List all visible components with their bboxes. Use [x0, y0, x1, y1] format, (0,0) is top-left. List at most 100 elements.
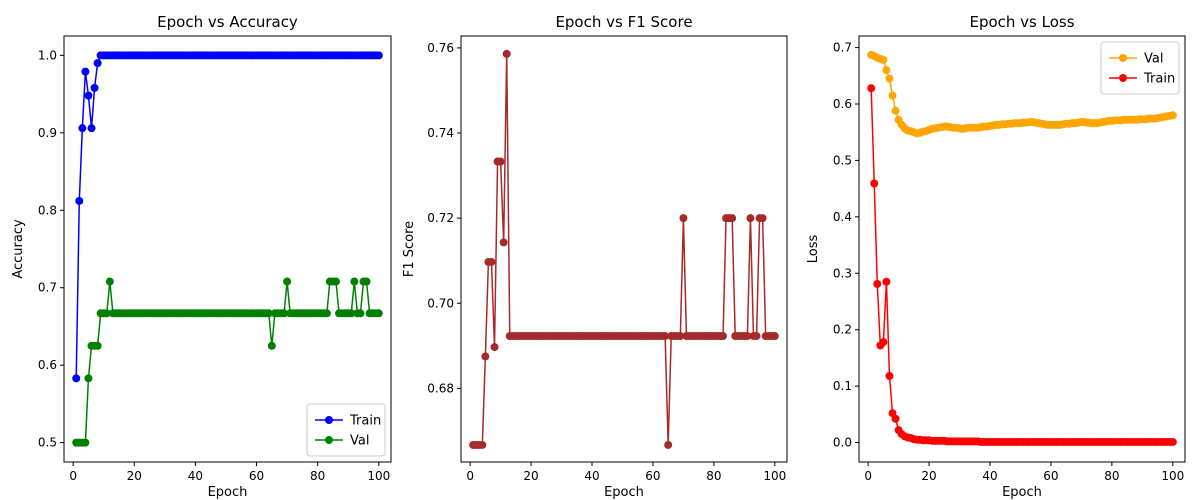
- legend-marker: [325, 416, 333, 424]
- data-point: [478, 440, 487, 449]
- y-tick-label: 0.3: [833, 266, 852, 280]
- series-line: [473, 53, 775, 446]
- x-tick-label: 40: [584, 469, 599, 483]
- y-axis-label: F1 Score: [402, 221, 417, 277]
- data-point: [374, 51, 383, 60]
- x-tick-label: 0: [466, 469, 474, 483]
- data-point: [879, 55, 888, 64]
- x-tick-label: 20: [127, 469, 142, 483]
- data-point: [84, 374, 93, 383]
- legend-marker: [1119, 74, 1127, 82]
- y-axis-label: Loss: [806, 235, 821, 264]
- data-point: [90, 83, 99, 92]
- data-point: [81, 67, 90, 76]
- legend-marker: [1119, 54, 1127, 62]
- y-tick-label: 0.7: [38, 281, 57, 295]
- data-point: [502, 49, 511, 58]
- data-point: [867, 84, 876, 93]
- data-point: [758, 214, 767, 223]
- data-point: [1168, 437, 1177, 446]
- x-tick-label: 100: [367, 469, 390, 483]
- x-tick-label: 20: [921, 469, 936, 483]
- data-point: [885, 74, 894, 83]
- series-line: [870, 88, 1173, 443]
- data-point: [664, 440, 673, 449]
- data-point: [93, 59, 102, 68]
- y-tick-label: 0.1: [833, 379, 852, 393]
- chart-1: Epoch vs Accuracy 0 20 40 60 80 100 0.5 0.6 0.7 0.…: [11, 13, 392, 500]
- x-tick-label: 60: [249, 469, 264, 483]
- y-tick-label: 0.72: [427, 211, 454, 225]
- data-point: [882, 66, 891, 75]
- x-axis-label: Epoch: [1002, 485, 1042, 500]
- legend-label: Val: [1144, 52, 1163, 67]
- chart-3: Epoch vs Loss 0 20 40 60 80 100 0.0 0.1 0.2 0.3 0.4…: [806, 13, 1186, 500]
- y-tick-label: 0.5: [38, 436, 57, 450]
- data-point: [879, 338, 888, 347]
- y-tick-label: 0.68: [427, 381, 454, 395]
- y-tick-label: 0.70: [427, 296, 454, 310]
- legend-label: Val: [350, 434, 369, 449]
- y-tick-label: 0.9: [38, 126, 57, 140]
- data-point: [882, 277, 891, 286]
- data-point: [873, 279, 882, 288]
- data-point: [322, 309, 331, 318]
- data-point: [481, 352, 490, 361]
- y-tick-label: 0.5: [833, 153, 852, 167]
- x-tick-label: 20: [523, 469, 538, 483]
- data-point: [728, 214, 737, 223]
- legend-label: Train: [1143, 72, 1175, 87]
- data-point: [347, 309, 356, 318]
- y-tick-label: 0.6: [38, 358, 57, 372]
- legend-box: [306, 403, 386, 457]
- data-point: [362, 277, 371, 286]
- data-point: [1168, 111, 1177, 120]
- series-val: [867, 50, 1177, 138]
- data-point: [350, 277, 359, 286]
- legend: Train Val: [306, 403, 386, 457]
- data-point: [888, 91, 897, 100]
- data-point: [661, 332, 670, 341]
- series-train: [867, 84, 1177, 446]
- x-tick-label: 0: [69, 469, 77, 483]
- y-tick-label: 0.8: [38, 203, 57, 217]
- plot-frame: [460, 35, 788, 463]
- x-tick-label: 60: [645, 469, 660, 483]
- data-point: [891, 414, 900, 423]
- chart-title: Epoch vs F1 Score: [555, 13, 692, 31]
- data-point: [374, 309, 383, 318]
- x-tick-label: 100: [763, 469, 786, 483]
- x-tick-label: 80: [1104, 469, 1119, 483]
- y-axis-label: Accuracy: [11, 219, 26, 279]
- data-point: [264, 309, 273, 318]
- y-tick-label: 0.2: [833, 323, 852, 337]
- data-point: [105, 277, 114, 286]
- data-point: [81, 438, 90, 447]
- data-point: [331, 277, 340, 286]
- data-point: [283, 277, 292, 286]
- data-point: [719, 332, 728, 341]
- data-point: [490, 343, 499, 352]
- data-point: [496, 157, 505, 166]
- legend: Val Train: [1100, 41, 1180, 95]
- data-point: [102, 309, 111, 318]
- chart-title: Epoch vs Accuracy: [157, 13, 298, 31]
- data-point: [267, 341, 276, 350]
- series-train: [72, 51, 383, 383]
- x-tick-label: 0: [864, 469, 872, 483]
- data-point: [743, 332, 752, 341]
- x-axis-label: Epoch: [604, 485, 644, 500]
- data-point: [356, 309, 365, 318]
- data-point: [679, 214, 688, 223]
- series-line: [75, 54, 379, 379]
- data-point: [78, 124, 87, 133]
- x-tick-label: 80: [310, 469, 325, 483]
- data-point: [72, 374, 81, 383]
- data-point: [87, 124, 96, 133]
- data-point: [487, 257, 496, 266]
- series-val: [72, 277, 383, 447]
- y-tick-label: 1.0: [38, 48, 57, 62]
- plot-frame: [63, 35, 392, 463]
- chart-title: Epoch vs Loss: [969, 13, 1074, 31]
